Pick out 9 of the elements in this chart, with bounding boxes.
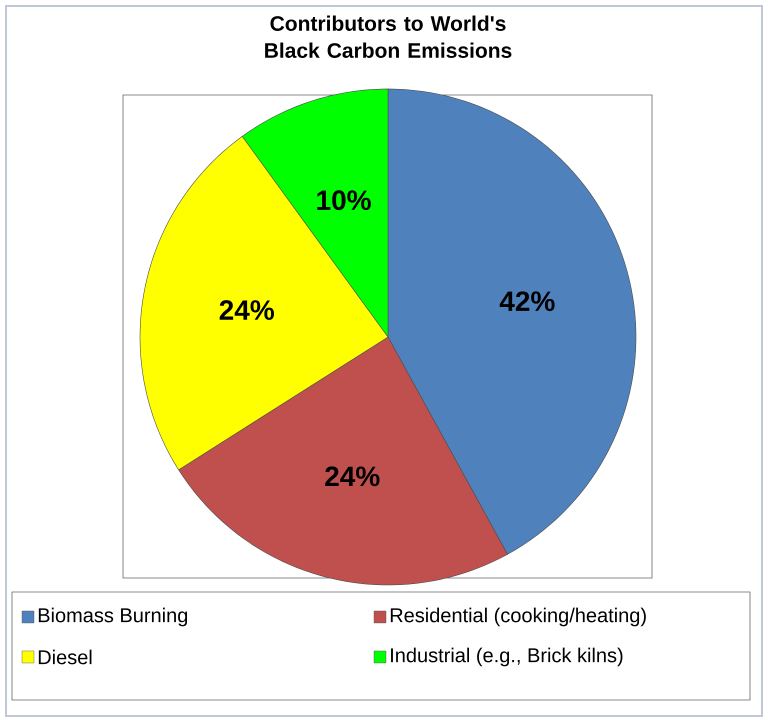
legend-label: Residential (cooking/heating) <box>390 608 646 626</box>
legend-label: Biomass Burning <box>38 608 188 626</box>
legend-label: Industrial (e.g., Brick kilns) <box>391 648 622 666</box>
data-label: 42% <box>500 291 555 312</box>
legend-label: Diesel <box>38 650 92 664</box>
data-label: 10% <box>317 190 371 210</box>
data-label: 24% <box>220 300 274 320</box>
data-label: 24% <box>325 466 380 486</box>
chart-title: Contributors to World's Black Carbon Emissions <box>265 16 512 58</box>
